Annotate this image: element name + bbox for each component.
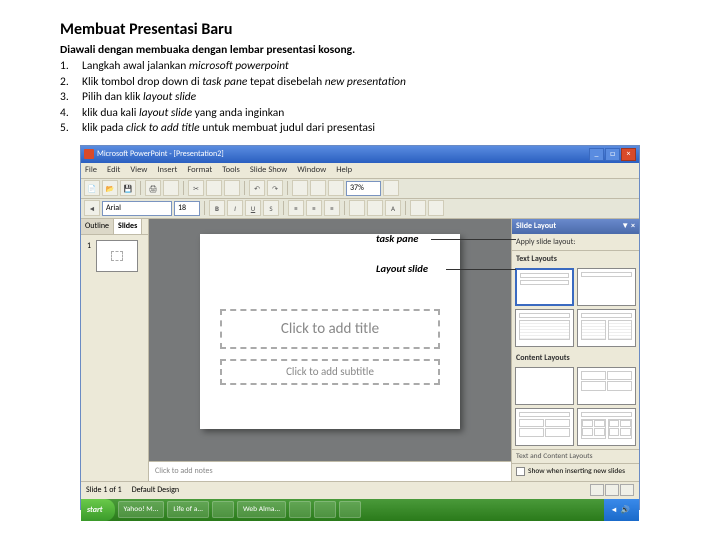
layout-content[interactable] — [577, 367, 636, 405]
steps-list: 1.Langkah awal jalankan microsoft powerp… — [60, 59, 660, 137]
menu-edit[interactable]: Edit — [107, 165, 120, 175]
menu-insert[interactable]: Insert — [157, 165, 177, 175]
fontcolor-button[interactable]: A — [385, 200, 401, 216]
slide-editor: Click to add title Click to add subtitle… — [149, 219, 511, 481]
view-normal-button[interactable] — [590, 484, 604, 496]
menu-window[interactable]: Window — [297, 165, 326, 175]
layout-title-text[interactable] — [515, 309, 574, 347]
title-placeholder[interactable]: Click to add title — [220, 309, 440, 349]
shadow-button[interactable]: S — [263, 200, 279, 216]
start-button[interactable]: start — [81, 499, 115, 521]
app-icon — [84, 149, 94, 159]
menu-slideshow[interactable]: Slide Show — [250, 165, 287, 175]
zoom-select[interactable]: 37% — [346, 181, 381, 196]
taskbar-item[interactable] — [314, 501, 336, 518]
menu-format[interactable]: Format — [187, 165, 212, 175]
view-sorter-button[interactable] — [605, 484, 619, 496]
taskbar-item[interactable]: Life of a... — [167, 501, 209, 518]
minimize-button[interactable]: _ — [589, 148, 604, 161]
fontsize-select[interactable]: 18 — [174, 201, 200, 216]
paste-button[interactable] — [224, 180, 240, 196]
preview-button[interactable] — [163, 180, 179, 196]
formatting-toolbar: ◄ Arial 18 B I U S ≡ ≡ ≡ A — [81, 199, 639, 219]
status-design: Default Design — [132, 485, 179, 495]
status-slide-count: Slide 1 of 1 — [86, 485, 122, 495]
window-titlebar: Microsoft PowerPoint - [Presentation2] _… — [81, 146, 639, 163]
taskbar-item[interactable] — [339, 501, 361, 518]
status-bar: Slide 1 of 1 Default Design — [81, 481, 639, 499]
layout-blank[interactable] — [515, 367, 574, 405]
taskbar-item[interactable]: Yahoo! M... — [118, 501, 165, 518]
windows-taskbar: start Yahoo! M... Life of a... Web Alma.… — [81, 499, 639, 521]
taskpane-apply-label: Apply slide layout: — [512, 234, 639, 251]
redo-button[interactable]: ↷ — [267, 180, 283, 196]
save-button[interactable]: 💾 — [120, 180, 136, 196]
section-content-layouts: Content Layouts — [512, 350, 639, 364]
align-center-button[interactable]: ≡ — [306, 200, 322, 216]
underline-button[interactable]: U — [245, 200, 261, 216]
notes-pane[interactable]: Click to add notes — [149, 461, 511, 481]
view-show-button[interactable] — [620, 484, 634, 496]
bold-button[interactable]: B — [209, 200, 225, 216]
menu-tools[interactable]: Tools — [222, 165, 240, 175]
show-checkbox[interactable] — [516, 467, 525, 476]
copy-button[interactable] — [206, 180, 222, 196]
annotation-layoutslide: Layout slide — [376, 262, 428, 275]
section-text-layouts: Text Layouts — [512, 251, 639, 265]
step-1: 1.Langkah awal jalankan microsoft powerp… — [60, 59, 660, 75]
menu-help[interactable]: Help — [336, 165, 352, 175]
print-button[interactable]: 🖨 — [145, 180, 161, 196]
text-layouts-grid — [512, 265, 639, 350]
tab-slides[interactable]: Slides — [114, 219, 142, 234]
maximize-button[interactable]: □ — [605, 148, 620, 161]
annotation-taskpane: task pane — [376, 232, 418, 245]
cut-button[interactable]: ✂ — [188, 180, 204, 196]
taskbar-item[interactable] — [212, 501, 234, 518]
menu-bar: File Edit View Insert Format Tools Slide… — [81, 163, 639, 179]
subtitle-placeholder[interactable]: Click to add subtitle — [220, 359, 440, 385]
taskpane-dropdown-icon[interactable]: ▼ × — [621, 221, 635, 232]
standard-toolbar: 📄 📂 💾 🖨 ✂ ↶ ↷ 37% — [81, 179, 639, 199]
layout-two-content[interactable] — [577, 408, 636, 446]
powerpoint-screenshot: task pane Layout slide Microsoft PowerPo… — [80, 145, 640, 510]
layout-two-text[interactable] — [577, 309, 636, 347]
layout-title-only[interactable] — [577, 268, 636, 306]
align-right-button[interactable]: ≡ — [324, 200, 340, 216]
taskbar-item[interactable]: Web Alma... — [237, 501, 286, 518]
taskpane-title: Slide Layout — [516, 221, 556, 232]
slides-pane: Outline Slides 1 — [81, 219, 149, 481]
layout-title-content[interactable] — [515, 408, 574, 446]
tab-outline[interactable]: Outline — [81, 219, 114, 234]
content-layouts-grid — [512, 364, 639, 449]
align-left-button[interactable]: ≡ — [288, 200, 304, 216]
menu-file[interactable]: File — [85, 165, 97, 175]
newslide-button[interactable] — [428, 200, 444, 216]
slide-thumbnail[interactable]: 1 — [96, 240, 138, 272]
open-button[interactable]: 📂 — [102, 180, 118, 196]
italic-button[interactable]: I — [227, 200, 243, 216]
new-button[interactable]: 📄 — [84, 180, 100, 196]
intro-text: Diawali dengan membuaka dengan lembar pr… — [60, 43, 660, 57]
task-pane: Slide Layout ▼ × Apply slide layout: Tex… — [511, 219, 639, 481]
step-2: 2.Klik tombol drop down di task pane tep… — [60, 75, 660, 91]
step-3: 3.Pilih dan klik layout slide — [60, 90, 660, 106]
step-4: 4.klik dua kali layout slide yang anda i… — [60, 106, 660, 122]
system-tray: ◄🔊 — [604, 499, 639, 521]
font-select[interactable]: Arial — [102, 201, 172, 216]
layout-title-slide[interactable] — [515, 268, 574, 306]
menu-view[interactable]: View — [130, 165, 147, 175]
undo-button[interactable]: ↶ — [249, 180, 265, 196]
show-label: Show when inserting new slides — [528, 467, 625, 476]
page-heading: Membuat Presentasi Baru — [60, 20, 660, 39]
window-caption: Microsoft PowerPoint - [Presentation2] — [97, 149, 224, 159]
step-5: 5.klik pada click to add title untuk mem… — [60, 121, 660, 137]
workspace: Outline Slides 1 Click to add title Clic… — [81, 219, 639, 481]
close-button[interactable]: × — [621, 148, 636, 161]
taskbar-item[interactable] — [289, 501, 311, 518]
